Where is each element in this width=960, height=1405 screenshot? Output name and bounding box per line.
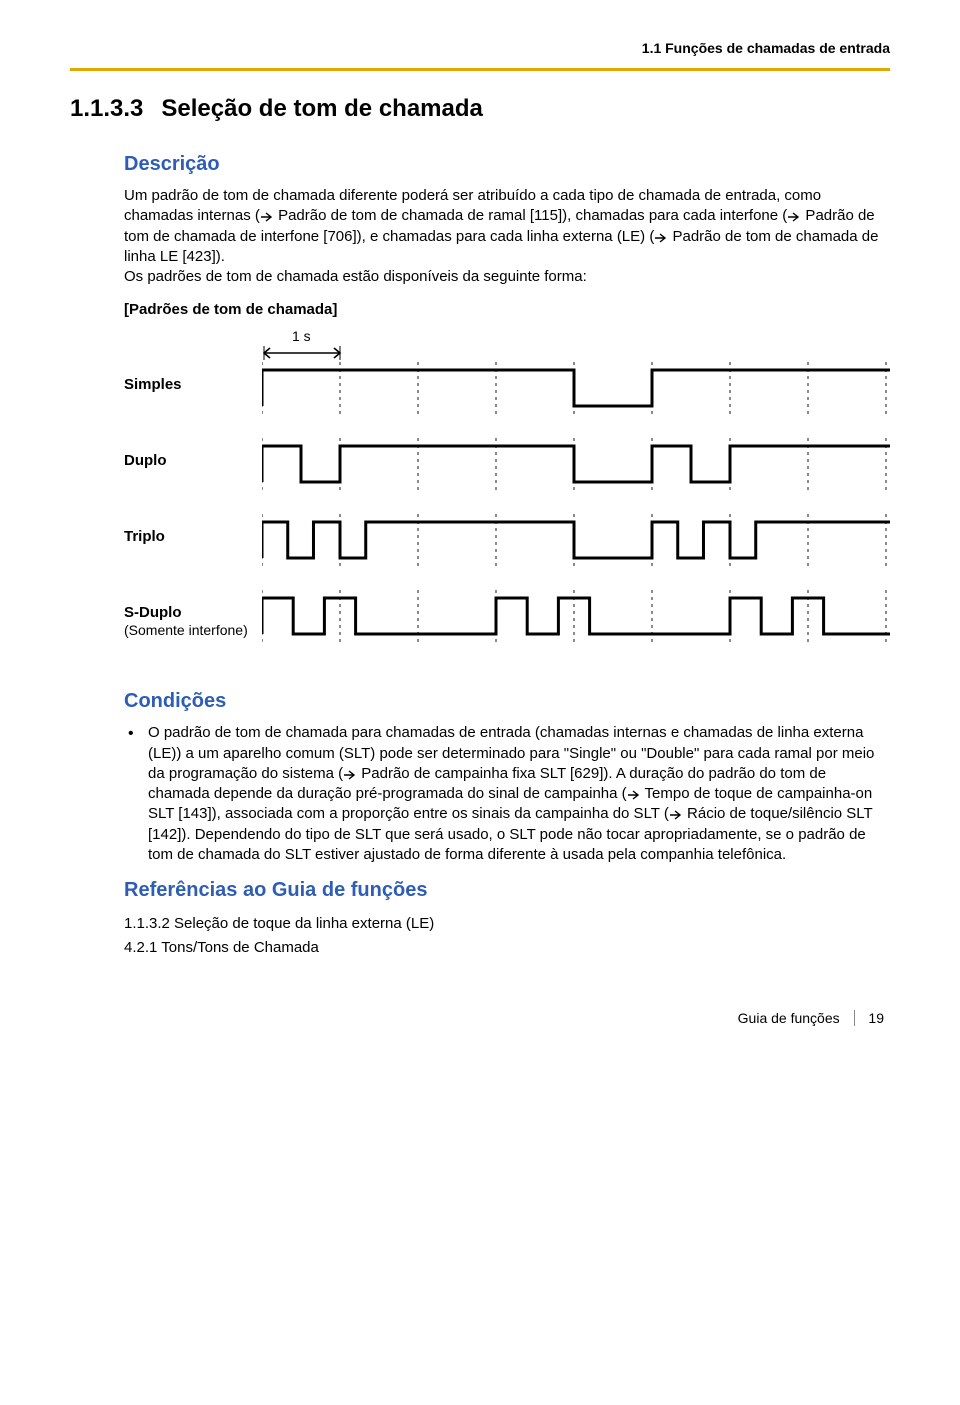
timing-row-label: Duplo (124, 438, 262, 470)
time-unit-arrow-icon (262, 346, 346, 360)
time-unit-label: 1 s (292, 328, 311, 344)
timing-row-label: Triplo (124, 514, 262, 546)
heading-conditions: Condições (124, 690, 890, 713)
section-title: 1.1.3.3 Seleção de tom de chamada (70, 95, 890, 123)
timing-row-simples: Simples (124, 362, 890, 432)
timing-waveform-sduplo (262, 590, 890, 646)
desc-ref-1: Padrão de tom de chamada de ramal [115] (274, 207, 562, 224)
section-number: 1.1.3.3 (70, 95, 143, 122)
timing-row-triplo: Triplo (124, 514, 890, 584)
desc-text: ), e chamadas para cada linha externa (L… (357, 228, 655, 245)
arrow-icon (654, 233, 668, 243)
arrow-icon (260, 212, 274, 222)
timing-row-label: S-Duplo(Somente interfone) (124, 590, 262, 639)
desc-text-2: Os padrões de tom de chamada estão dispo… (124, 268, 587, 285)
timing-waveform-duplo (262, 438, 890, 494)
patterns-heading: [Padrões de tom de chamada] (124, 301, 890, 318)
timing-row-sduplo: S-Duplo(Somente interfone) (124, 590, 890, 660)
timing-row-label: Simples (124, 362, 262, 394)
heading-description: Descrição (124, 153, 890, 176)
footer-separator (854, 1010, 855, 1026)
page-footer: Guia de funções 19 (70, 1010, 890, 1026)
timing-waveform-triplo (262, 514, 890, 570)
cond-text: ). Dependendo do tipo de SLT que será us… (148, 826, 866, 863)
running-header: 1.1 Funções de chamadas de entrada (70, 40, 890, 56)
description-paragraph: Um padrão de tom de chamada diferente po… (124, 186, 890, 287)
condition-item: O padrão de tom de chamada para chamadas… (124, 723, 890, 865)
desc-text: ). (216, 248, 225, 265)
footer-doc-title: Guia de funções (738, 1010, 840, 1026)
timing-waveform-simples (262, 362, 890, 418)
arrow-icon (787, 212, 801, 222)
cond-ref-1: Padrão de campainha fixa SLT [629] (357, 765, 603, 782)
desc-text: ), chamadas para cada interfone ( (562, 207, 787, 224)
timing-row-sublabel: (Somente interfone) (124, 622, 262, 639)
section-title-text: Seleção de tom de chamada (161, 95, 482, 122)
timing-diagrams: 1 s Simples Duplo Triplo S-Duplo(Somente in… (124, 328, 890, 660)
timing-row-duplo: Duplo (124, 438, 890, 508)
divider-rule (70, 68, 890, 71)
cond-text: ), associada com a proporção entre os si… (212, 805, 669, 822)
references-list: 1.1.3.2 Seleção de toque da linha extern… (124, 912, 890, 960)
reference-item: 4.2.1 Tons/Tons de Chamada (124, 936, 890, 960)
arrow-icon (627, 790, 641, 800)
time-unit-marker: 1 s (262, 328, 890, 362)
reference-item: 1.1.3.2 Seleção de toque da linha extern… (124, 912, 890, 936)
conditions-list: O padrão de tom de chamada para chamadas… (124, 723, 890, 865)
footer-page-number: 19 (868, 1010, 884, 1026)
arrow-icon (343, 770, 357, 780)
arrow-icon (669, 810, 683, 820)
heading-references: Referências ao Guia de funções (124, 879, 890, 902)
